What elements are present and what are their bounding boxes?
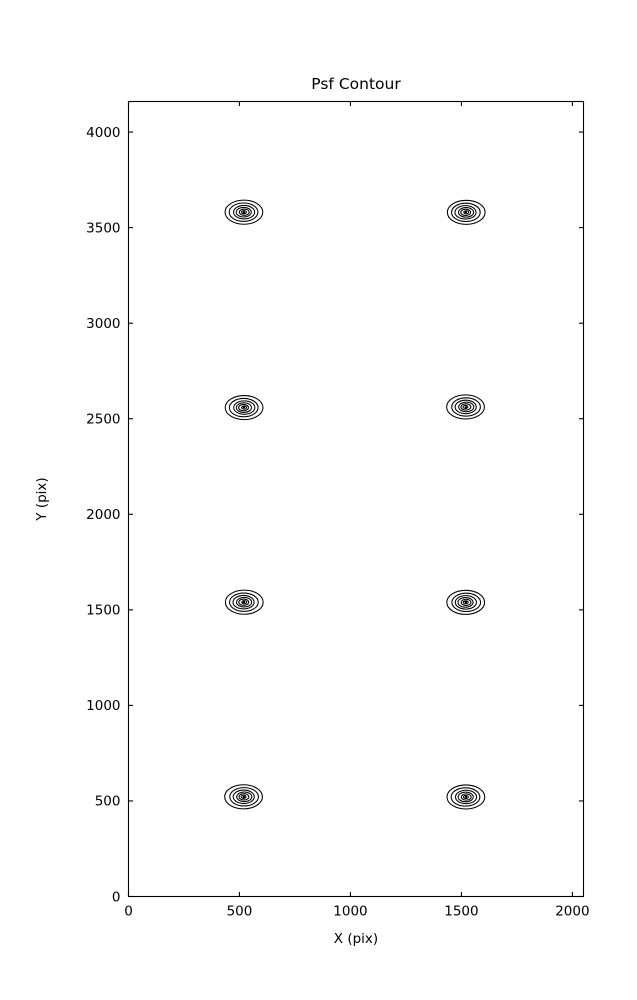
y-tick-label: 4000 (86, 125, 120, 141)
contour-core (464, 406, 468, 409)
psf-contour-blob (446, 199, 486, 225)
psf-contour-blob (446, 784, 486, 810)
contour-ring (228, 397, 259, 418)
contour-ring (462, 794, 469, 800)
psf-contour-blob (224, 589, 264, 615)
x-tick-label: 1500 (444, 904, 478, 920)
y-tick-label: 0 (112, 889, 121, 905)
contour-ring (451, 397, 481, 417)
contour-ring (454, 205, 477, 220)
psf-contour-blob (224, 395, 264, 421)
contour-sources (224, 199, 486, 810)
contour-ring (460, 208, 472, 216)
contour-ring (241, 405, 248, 410)
contour-ring (224, 784, 263, 810)
contour-ring (462, 404, 469, 410)
y-tick-label: 500 (95, 794, 121, 810)
contour-ring (235, 206, 252, 218)
contour-core (242, 601, 246, 604)
contour-ring (229, 787, 259, 807)
contour-ring (233, 400, 256, 415)
chart-title: Psf Contour (311, 75, 401, 93)
contour-ring (238, 793, 250, 801)
y-tick-label: 2000 (86, 507, 120, 523)
x-axis-label: X (pix) (334, 931, 378, 947)
contour-ring (232, 789, 255, 805)
x-axis-ticks: 0 500 1000 1500 2000 (124, 101, 590, 920)
y-tick-label: 1500 (86, 603, 120, 619)
contour-ring (450, 787, 481, 807)
contour-ring (232, 594, 255, 610)
x-tick-label: 2000 (555, 904, 589, 920)
contour-ring (224, 199, 264, 225)
x-tick-label: 0 (124, 904, 133, 920)
contour-ring (229, 592, 259, 612)
contour-ring (235, 402, 252, 413)
contour-ring (451, 592, 482, 613)
contour-ring (460, 793, 472, 801)
contour-ring (451, 202, 481, 223)
contour-ring (457, 791, 474, 803)
plot-border (127, 100, 585, 898)
psf-contour-blob (224, 199, 264, 225)
contour-ring (224, 589, 264, 615)
contour-ring (458, 401, 475, 413)
contour-ring (240, 210, 247, 215)
psf-contour-blob (224, 784, 263, 810)
x-tick-label: 500 (227, 904, 253, 920)
contour-ring (233, 204, 256, 220)
y-tick-label: 2500 (86, 412, 120, 428)
contour-core (464, 795, 468, 799)
contour-ring (463, 210, 470, 215)
contour-ring (236, 596, 253, 608)
contour-ring (228, 202, 259, 222)
contour-core (242, 795, 246, 799)
x-tick-label: 1000 (333, 904, 367, 920)
y-tick-label: 3500 (86, 220, 120, 236)
contour-ring (236, 791, 253, 803)
contour-ring (240, 794, 247, 799)
contour-ring (238, 403, 249, 412)
y-tick-label: 3000 (86, 316, 120, 332)
contour-ring (446, 589, 486, 615)
psf-contour-blob (446, 394, 485, 420)
contour-core (242, 406, 246, 409)
axes-frame (127, 100, 585, 898)
contour-ring (457, 597, 474, 608)
contour-core (242, 211, 246, 214)
contour-ring (460, 598, 472, 607)
y-axis-label: Y (pix) (34, 477, 50, 521)
contour-ring (241, 600, 248, 605)
contour-ring (457, 206, 475, 218)
contour-ring (446, 784, 486, 810)
contour-ring (454, 399, 477, 415)
contour-ring (238, 598, 250, 606)
contour-ring (462, 600, 469, 605)
contour-ring (454, 789, 478, 805)
contour-ring (238, 208, 250, 216)
y-tick-label: 1000 (86, 698, 120, 714)
y-axis-ticks: 0 500 1000 1500 2000 2500 3000 3500 4000 (86, 125, 584, 905)
psf-contour-blob (446, 589, 486, 615)
contour-core (464, 601, 468, 604)
contour-ring (224, 395, 264, 421)
contour-ring (446, 199, 486, 225)
contour-ring (446, 394, 485, 420)
contour-ring (460, 403, 472, 411)
contour-ring (454, 595, 477, 610)
contour-core (464, 211, 468, 214)
